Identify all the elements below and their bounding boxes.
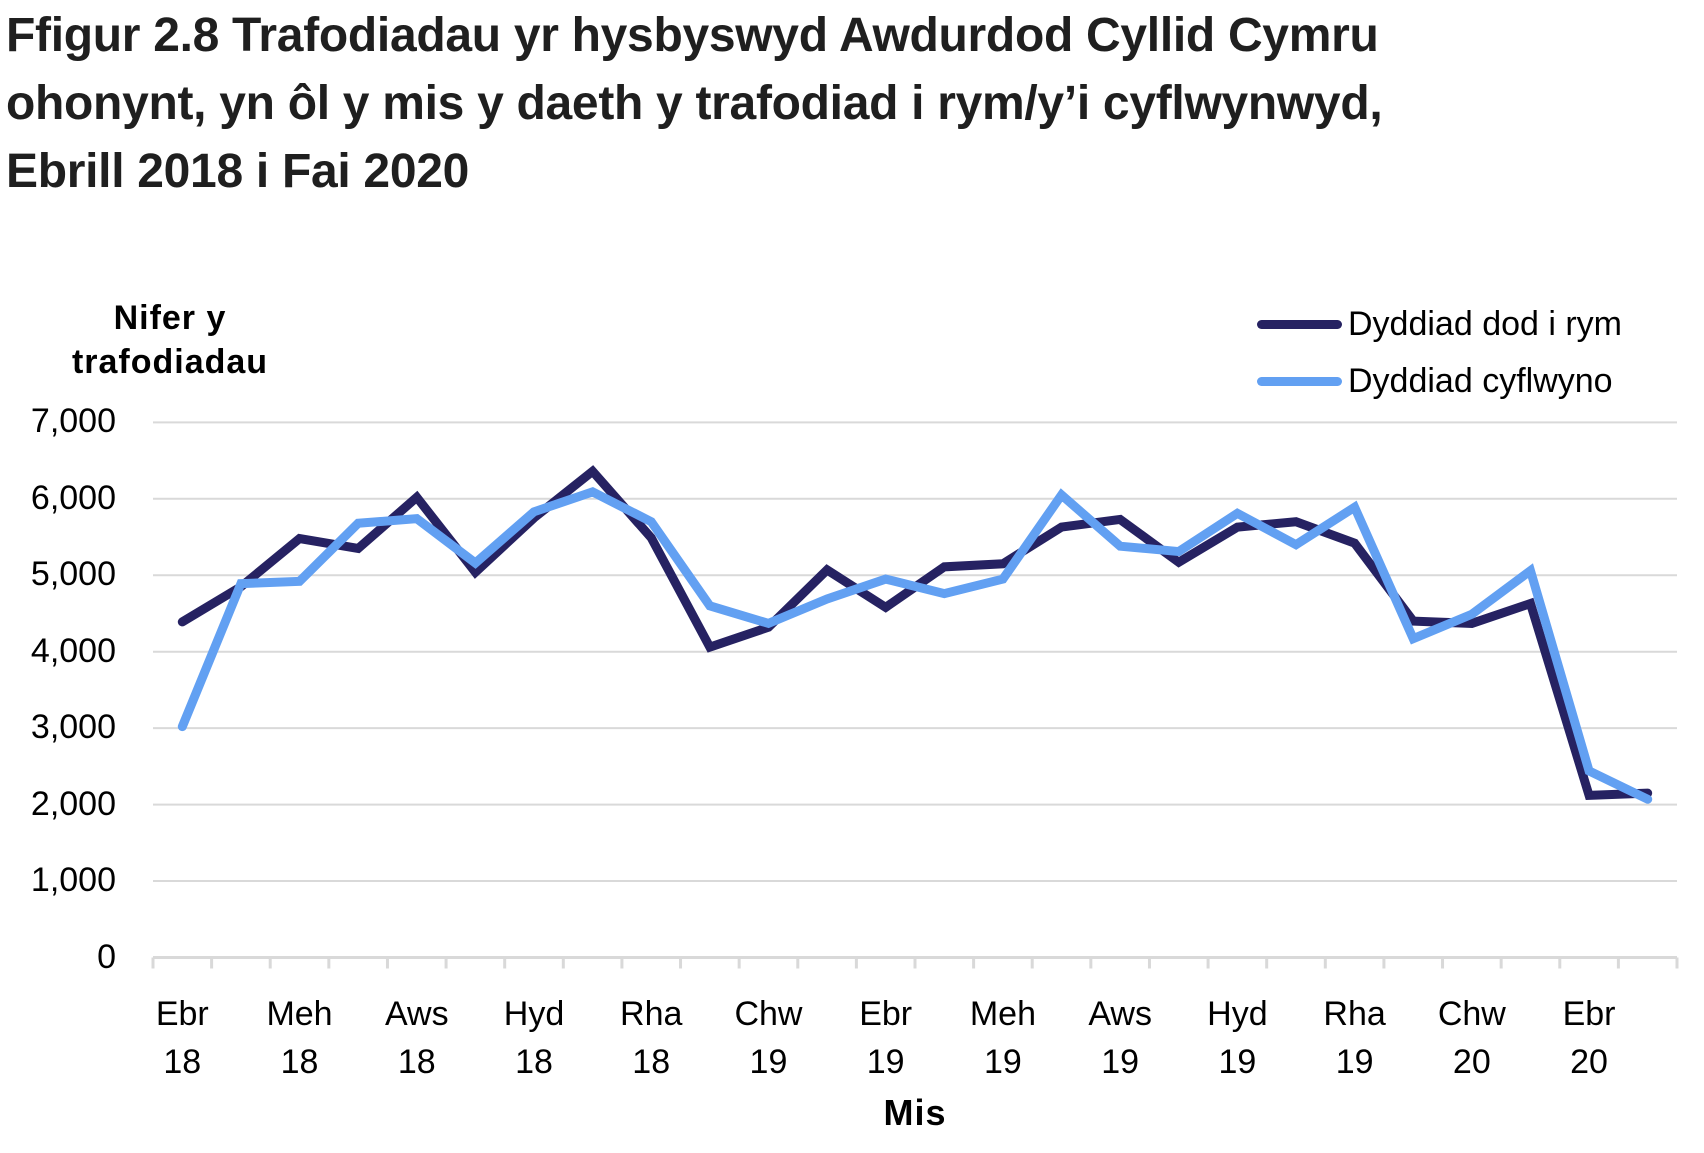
x-tick-year: 20 — [1452, 1043, 1491, 1081]
y-axis-title: Nifer y trafodiadau — [40, 296, 300, 384]
y-tick-label: 1,000 — [30, 861, 116, 900]
y-axis-title-line-2: trafodiadau — [71, 343, 269, 381]
x-tick-year: 18 — [280, 1043, 319, 1081]
x-tick-month: Aws — [384, 995, 449, 1033]
data-series — [177, 465, 1653, 804]
legend-line-swatch-icon — [1257, 377, 1342, 386]
x-tick-month: Chw — [734, 995, 803, 1033]
x-tick-year: 18 — [397, 1043, 436, 1081]
x-tick-year: 18 — [515, 1043, 553, 1081]
x-tick-year: 20 — [1570, 1043, 1608, 1081]
x-tick-month: Hyd — [1207, 995, 1268, 1033]
figure-title-line-3: Ebrill 2018 i Fai 2020 — [6, 145, 470, 198]
legend-line-swatch-icon — [1257, 320, 1342, 329]
x-tick-label: Hyd 18 — [479, 990, 589, 1086]
x-tick-month: Hyd — [503, 995, 565, 1033]
x-tick-year: 19 — [866, 1043, 905, 1081]
y-axis-title-line-1: Nifer y — [113, 299, 227, 337]
y-tick-label: 5,000 — [30, 555, 116, 594]
x-tick-label: Meh 18 — [245, 990, 355, 1086]
x-tick-label: Aws 19 — [1065, 990, 1175, 1086]
legend-label: Dyddiad cyflwyno — [1348, 362, 1613, 400]
x-tick-month: Meh — [969, 995, 1036, 1033]
x-tick-label: Ebr 20 — [1534, 990, 1644, 1086]
x-tick-label: Ebr 19 — [831, 990, 941, 1086]
y-tick-label: 2,000 — [30, 784, 116, 823]
x-tick-month: Rha — [1323, 995, 1386, 1033]
x-tick-year: 19 — [1101, 1043, 1140, 1081]
series-line-cyflwyno — [177, 487, 1653, 804]
x-tick-label: Chw 19 — [713, 990, 823, 1086]
y-tick-label: 6,000 — [30, 478, 116, 517]
x-tick-label: Ebr 18 — [127, 990, 237, 1086]
legend-item-cyflwyno: Dyddiad cyflwyno — [1257, 353, 1622, 410]
x-tick-month: Rha — [620, 995, 683, 1033]
x-axis — [151, 956, 1679, 969]
y-tick-label: 4,000 — [30, 631, 116, 670]
figure-title: Ffigur 2.8 Trafodiadau yr hysbyswyd Awdu… — [6, 2, 1696, 206]
figure-title-line-2: ohonynt, yn ôl y mis y daeth y trafodiad… — [6, 77, 1383, 130]
x-tick-label: Aws 18 — [362, 990, 472, 1086]
x-tick-year: 19 — [1218, 1043, 1257, 1081]
legend-label: Dyddiad dod i rym — [1348, 305, 1623, 343]
x-tick-month: Ebr — [155, 995, 209, 1033]
x-axis-title: Mis — [883, 1092, 947, 1133]
x-tick-month: Ebr — [1562, 995, 1616, 1033]
chart-legend: Dyddiad dod i rym Dyddiad cyflwyno — [1257, 296, 1622, 410]
legend-item-dod-i-rym: Dyddiad dod i rym — [1257, 296, 1622, 353]
x-tick-label: Chw 20 — [1417, 990, 1527, 1086]
x-tick-year: 19 — [749, 1043, 788, 1081]
x-tick-month: Meh — [266, 995, 333, 1033]
y-tick-label: 3,000 — [30, 708, 116, 747]
figure-title-line-1: Ffigur 2.8 Trafodiadau yr hysbyswyd Awdu… — [6, 9, 1379, 62]
x-tick-year: 19 — [1335, 1043, 1374, 1081]
x-tick-month: Chw — [1437, 995, 1506, 1033]
x-tick-year: 18 — [163, 1043, 202, 1081]
x-tick-month: Ebr — [859, 995, 913, 1033]
x-tick-label: Rha 19 — [1300, 990, 1410, 1086]
x-tick-label: Rha 18 — [596, 990, 706, 1086]
x-tick-year: 18 — [632, 1043, 671, 1081]
x-tick-label: Meh 19 — [948, 990, 1058, 1086]
gridlines — [153, 421, 1677, 883]
y-tick-label: 0 — [97, 937, 116, 976]
x-tick-month: Aws — [1088, 995, 1152, 1033]
x-tick-year: 19 — [984, 1043, 1022, 1081]
x-tick-label: Hyd 19 — [1182, 990, 1292, 1086]
y-tick-label: 7,000 — [30, 402, 116, 441]
